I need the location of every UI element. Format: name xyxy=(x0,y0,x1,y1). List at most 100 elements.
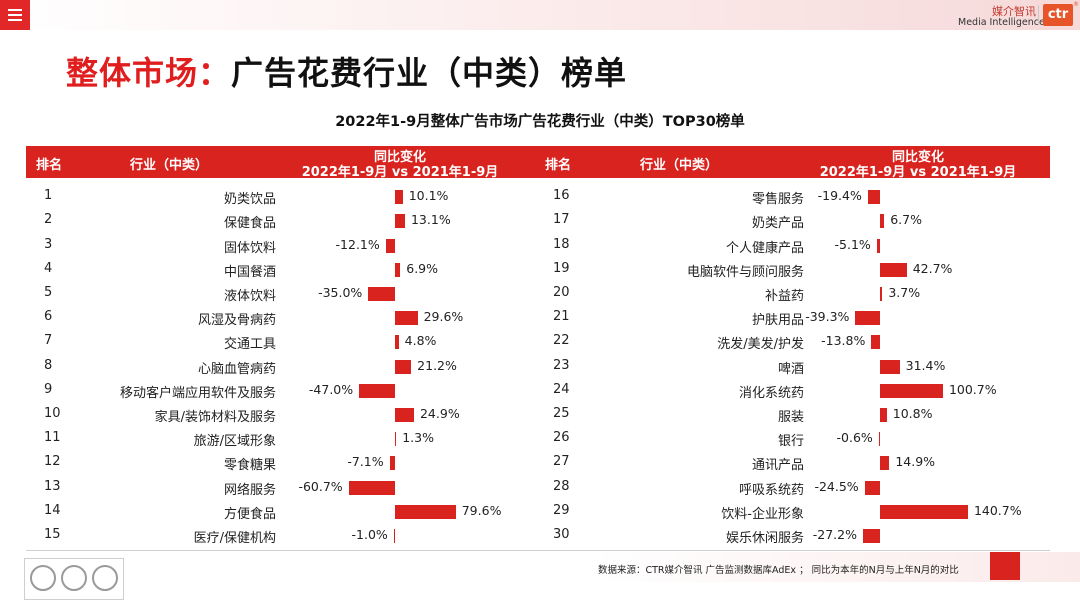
industry-name: 中国餐酒 xyxy=(223,264,276,280)
change-value-label: 21.2% xyxy=(417,357,457,373)
industry-name: 电脑软件与顾问服务 xyxy=(686,264,804,280)
change-value-label: 6.9% xyxy=(406,260,439,276)
industry-name: 饮料-企业形象 xyxy=(721,506,804,522)
bottom-divider xyxy=(26,550,1050,551)
rank-number: 22 xyxy=(553,333,570,349)
change-value-label: 42.7% xyxy=(912,260,953,276)
rank-number: 30 xyxy=(553,526,570,542)
change-bar xyxy=(395,262,401,277)
change-bar xyxy=(348,480,395,495)
industry-name: 旅游/区域形象 xyxy=(193,434,276,450)
change-bar xyxy=(368,286,395,301)
change-bar xyxy=(864,480,880,495)
industry-name: 心脑血管病药 xyxy=(197,361,276,377)
change-bar xyxy=(878,432,880,447)
industry-name: 个人健康产品 xyxy=(725,240,804,256)
footer-band xyxy=(0,552,1080,582)
change-value-label: -39.3% xyxy=(805,309,850,325)
change-value-label: -60.7% xyxy=(298,478,343,494)
header-change-period: 2022年1-9月 vs 2021年1-9月 xyxy=(819,165,1017,180)
footer-red-square xyxy=(990,552,1020,580)
industry-name: 零售服务 xyxy=(751,192,804,208)
rank-number: 19 xyxy=(553,260,570,276)
change-bar xyxy=(385,238,395,253)
industry-name: 银行 xyxy=(777,434,804,450)
rank-number: 21 xyxy=(553,309,570,325)
change-value-label: 10.8% xyxy=(892,405,933,421)
top-bar: 媒介智讯 Media Intelligence ctr ® xyxy=(0,0,1080,30)
rank-number: 12 xyxy=(44,454,61,470)
change-bar xyxy=(880,286,883,301)
industry-name: 奶类产品 xyxy=(751,216,804,232)
change-value-label: -27.2% xyxy=(812,526,857,542)
industry-name: 方便食品 xyxy=(223,506,276,522)
change-bar xyxy=(395,359,412,374)
ctr-logo: ctr xyxy=(1043,4,1073,26)
change-bar xyxy=(880,504,968,519)
registered-mark: ® xyxy=(1073,1,1079,8)
industry-name: 风湿及骨病药 xyxy=(197,313,276,329)
industry-name: 补益药 xyxy=(764,288,804,304)
industry-name: 护肤用品 xyxy=(751,313,804,329)
change-bar xyxy=(855,311,880,326)
rank-number: 1 xyxy=(44,188,53,204)
logo-english-name: Media Intelligence xyxy=(958,17,1045,28)
rank-number: 24 xyxy=(553,381,570,397)
change-value-label: 4.8% xyxy=(404,333,437,349)
industry-name: 交通工具 xyxy=(223,337,276,353)
logo-separator xyxy=(1038,5,1039,25)
header-industry: 行业（中类） xyxy=(130,158,209,173)
header-change-period: 2022年1-9月 vs 2021年1-9月 xyxy=(301,165,499,180)
industry-name: 零食糖果 xyxy=(223,458,276,474)
rank-number: 13 xyxy=(44,478,61,494)
change-bar xyxy=(880,262,907,277)
page-title-accent: 整体市场： xyxy=(66,54,232,92)
certification-box xyxy=(24,558,124,600)
change-bar xyxy=(395,407,414,422)
industry-name: 网络服务 xyxy=(223,482,276,498)
rank-number: 4 xyxy=(44,260,53,276)
change-value-label: -19.4% xyxy=(817,188,862,204)
industry-name: 家具/装饰材料及服务 xyxy=(154,409,276,425)
page-title: 整体市场：广告花费行业（中类）榜单 xyxy=(66,48,627,94)
change-value-label: 24.9% xyxy=(419,405,460,421)
change-bar xyxy=(395,432,397,447)
page-title-rest: 广告花费行业（中类）榜单 xyxy=(231,54,628,92)
rank-number: 18 xyxy=(553,236,570,252)
change-bar xyxy=(880,383,943,398)
change-bar xyxy=(876,238,880,253)
change-value-label: -5.1% xyxy=(834,236,871,252)
change-bar xyxy=(871,335,880,350)
change-bar xyxy=(867,190,880,205)
rank-number: 15 xyxy=(44,526,61,542)
hamburger-icon[interactable] xyxy=(0,0,30,30)
logo-chinese-name: 媒介智讯 xyxy=(992,5,1036,18)
rank-number: 29 xyxy=(553,502,570,518)
change-bar xyxy=(395,311,418,326)
rank-number: 16 xyxy=(553,188,570,204)
industry-name: 医疗/保健机构 xyxy=(193,530,276,546)
rank-number: 7 xyxy=(44,333,53,349)
rank-number: 8 xyxy=(44,357,53,373)
rank-number: 5 xyxy=(44,284,53,300)
change-bar xyxy=(389,456,395,471)
header-industry: 行业（中类） xyxy=(640,158,719,173)
change-value-label: 79.6% xyxy=(461,502,502,518)
change-value-label: 10.1% xyxy=(408,188,449,204)
industry-name: 保健食品 xyxy=(223,216,276,232)
sgs-badge-icon xyxy=(92,565,118,591)
industry-name: 消化系统药 xyxy=(738,385,804,401)
change-value-label: -0.6% xyxy=(836,430,873,446)
rank-number: 14 xyxy=(44,502,61,518)
rank-number: 10 xyxy=(44,405,61,421)
change-bar xyxy=(880,359,900,374)
change-value-label: -1.0% xyxy=(351,526,388,542)
table-header-left: 排名 行业（中类） 同比变化 2022年1-9月 vs 2021年1-9月 xyxy=(26,146,522,180)
change-value-label: 13.1% xyxy=(410,212,451,228)
change-bar xyxy=(863,528,880,543)
rank-number: 6 xyxy=(44,309,53,325)
change-value-label: 100.7% xyxy=(948,381,997,397)
change-value-label: -24.5% xyxy=(814,478,859,494)
top-band xyxy=(0,0,1080,30)
header-change-title: 同比变化 xyxy=(373,150,426,165)
